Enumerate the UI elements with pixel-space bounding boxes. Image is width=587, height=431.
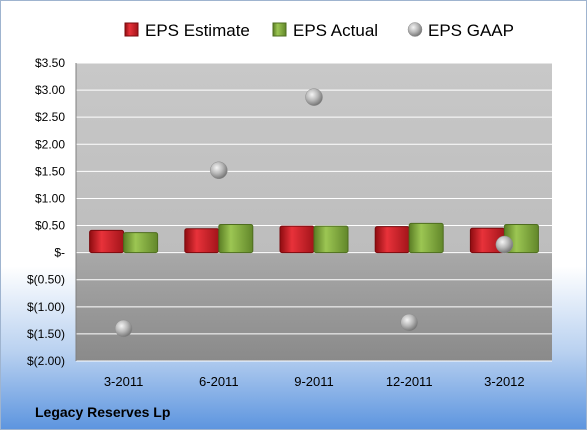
legend-label-actual: EPS Actual [293, 21, 378, 40]
eps-actual-bar [313, 225, 349, 254]
y-tick-label: $1.00 [35, 191, 65, 205]
legend-label-estimate: EPS Estimate [145, 21, 250, 40]
x-tick-label: 3-2012 [484, 374, 524, 389]
eps-estimate-bar [184, 228, 220, 254]
eps-gaap-point [210, 161, 228, 180]
eps-gaap-point [114, 319, 133, 338]
y-tick-label: $3.50 [35, 56, 65, 70]
x-tick-label: 9-2011 [294, 374, 334, 389]
y-tick-label: $(0.50) [27, 273, 65, 287]
eps-gaap-point [305, 88, 323, 106]
legend-swatch-estimate [124, 22, 139, 37]
x-tick-label: 3-2011 [104, 374, 144, 389]
y-tick-label: $(1.50) [27, 327, 65, 341]
y-tick-label: $1.50 [35, 164, 65, 178]
plot-area [76, 63, 552, 361]
eps-estimate-bar [89, 229, 125, 254]
company-name: Legacy Reserves Lp [35, 404, 171, 420]
y-tick-label: $2.00 [35, 137, 65, 151]
legend-swatch-actual [272, 22, 287, 37]
y-axis: $3.50 $3.00 $2.50 $2.00 $1.50 $1.00 $0.50 $- $(0… [27, 56, 77, 368]
eps-gaap-point [400, 313, 418, 332]
x-axis: 3-2011 6-2011 9-2011 12-2011 3-2012 [104, 374, 525, 389]
y-tick-label: $(2.00) [27, 354, 65, 368]
legend: EPS Estimate EPS Actual EPS GAAP [124, 21, 514, 40]
eps-actual-bar [123, 232, 159, 254]
y-tick-label: $- [54, 246, 65, 260]
eps-gaap-point [495, 235, 514, 254]
gaap-points [114, 88, 514, 338]
gridlines [76, 62, 552, 362]
y-tick-label: $3.00 [35, 83, 65, 97]
y-tick-label: $0.50 [35, 219, 65, 233]
x-tick-label: 12-2011 [386, 374, 433, 389]
y-tick-label: $2.50 [35, 110, 65, 124]
eps-estimate-bar [374, 226, 410, 254]
x-tick-label: 6-2011 [199, 374, 239, 389]
legend-swatch-gaap [407, 22, 423, 37]
y-tick-label: $(1.00) [27, 300, 65, 314]
eps-estimate-bar [279, 225, 315, 254]
eps-actual-bar [408, 222, 444, 254]
bars [89, 222, 539, 254]
legend-label-gaap: EPS GAAP [428, 21, 514, 40]
eps-actual-bar [218, 223, 254, 254]
